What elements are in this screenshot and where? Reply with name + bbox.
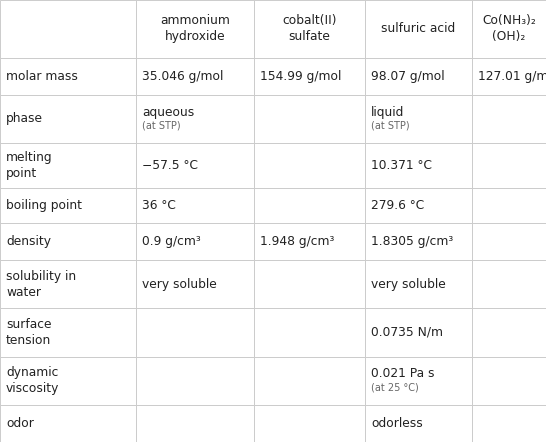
Bar: [0, 405, 136, 442]
Text: 279.6 °C: 279.6 °C: [371, 199, 424, 212]
Bar: [254, 357, 365, 405]
Bar: [472, 187, 546, 223]
Text: boiling point: boiling point: [6, 199, 82, 212]
Bar: [365, 0, 472, 57]
Bar: [0, 357, 136, 405]
Text: 10.371 °C: 10.371 °C: [371, 159, 432, 172]
Text: cobalt(II)
sulfate: cobalt(II) sulfate: [282, 14, 337, 43]
Bar: [136, 143, 254, 187]
Text: very soluble: very soluble: [371, 278, 446, 291]
Bar: [136, 95, 254, 143]
Bar: [365, 143, 472, 187]
Bar: [0, 57, 136, 95]
Bar: [472, 405, 546, 442]
Bar: [365, 187, 472, 223]
Bar: [136, 187, 254, 223]
Bar: [254, 308, 365, 357]
Text: Co(NH₃)₂
(OH)₂: Co(NH₃)₂ (OH)₂: [482, 14, 536, 43]
Text: (at STP): (at STP): [371, 121, 410, 131]
Text: 35.046 g/mol: 35.046 g/mol: [142, 70, 223, 83]
Bar: [0, 187, 136, 223]
Text: dynamic
viscosity: dynamic viscosity: [6, 366, 60, 395]
Text: 36 °C: 36 °C: [142, 199, 176, 212]
Text: phase: phase: [6, 112, 43, 126]
Bar: [254, 57, 365, 95]
Bar: [472, 95, 546, 143]
Bar: [472, 308, 546, 357]
Bar: [254, 187, 365, 223]
Text: −57.5 °C: −57.5 °C: [142, 159, 198, 172]
Text: 1.948 g/cm³: 1.948 g/cm³: [260, 235, 334, 248]
Text: ammonium
hydroxide: ammonium hydroxide: [160, 14, 230, 43]
Bar: [254, 95, 365, 143]
Text: 127.01 g/mol: 127.01 g/mol: [478, 70, 546, 83]
Bar: [136, 260, 254, 308]
Text: aqueous: aqueous: [142, 106, 194, 118]
Bar: [136, 0, 254, 57]
Bar: [0, 308, 136, 357]
Bar: [0, 0, 136, 57]
Text: solubility in
water: solubility in water: [6, 270, 76, 299]
Text: 0.021 Pa s: 0.021 Pa s: [371, 367, 435, 381]
Bar: [365, 260, 472, 308]
Bar: [0, 223, 136, 260]
Text: liquid: liquid: [371, 106, 405, 118]
Bar: [472, 0, 546, 57]
Bar: [136, 405, 254, 442]
Bar: [136, 223, 254, 260]
Text: density: density: [6, 235, 51, 248]
Bar: [365, 357, 472, 405]
Text: (at 25 °C): (at 25 °C): [371, 382, 419, 392]
Text: melting
point: melting point: [6, 151, 52, 180]
Bar: [472, 223, 546, 260]
Text: surface
tension: surface tension: [6, 318, 51, 347]
Bar: [0, 143, 136, 187]
Bar: [472, 260, 546, 308]
Bar: [472, 143, 546, 187]
Bar: [136, 357, 254, 405]
Text: very soluble: very soluble: [142, 278, 217, 291]
Text: 0.0735 N/m: 0.0735 N/m: [371, 326, 443, 339]
Text: odorless: odorless: [371, 417, 423, 430]
Bar: [365, 223, 472, 260]
Bar: [254, 0, 365, 57]
Bar: [365, 57, 472, 95]
Bar: [254, 143, 365, 187]
Text: sulfuric acid: sulfuric acid: [381, 22, 455, 35]
Text: 98.07 g/mol: 98.07 g/mol: [371, 70, 444, 83]
Text: (at STP): (at STP): [142, 121, 181, 131]
Bar: [365, 308, 472, 357]
Text: 1.8305 g/cm³: 1.8305 g/cm³: [371, 235, 453, 248]
Bar: [136, 308, 254, 357]
Bar: [0, 95, 136, 143]
Text: 0.9 g/cm³: 0.9 g/cm³: [142, 235, 201, 248]
Bar: [472, 57, 546, 95]
Bar: [254, 405, 365, 442]
Bar: [0, 260, 136, 308]
Bar: [136, 57, 254, 95]
Bar: [365, 405, 472, 442]
Text: odor: odor: [6, 417, 34, 430]
Bar: [365, 95, 472, 143]
Bar: [254, 223, 365, 260]
Text: 154.99 g/mol: 154.99 g/mol: [260, 70, 341, 83]
Bar: [254, 260, 365, 308]
Text: molar mass: molar mass: [6, 70, 78, 83]
Bar: [472, 357, 546, 405]
